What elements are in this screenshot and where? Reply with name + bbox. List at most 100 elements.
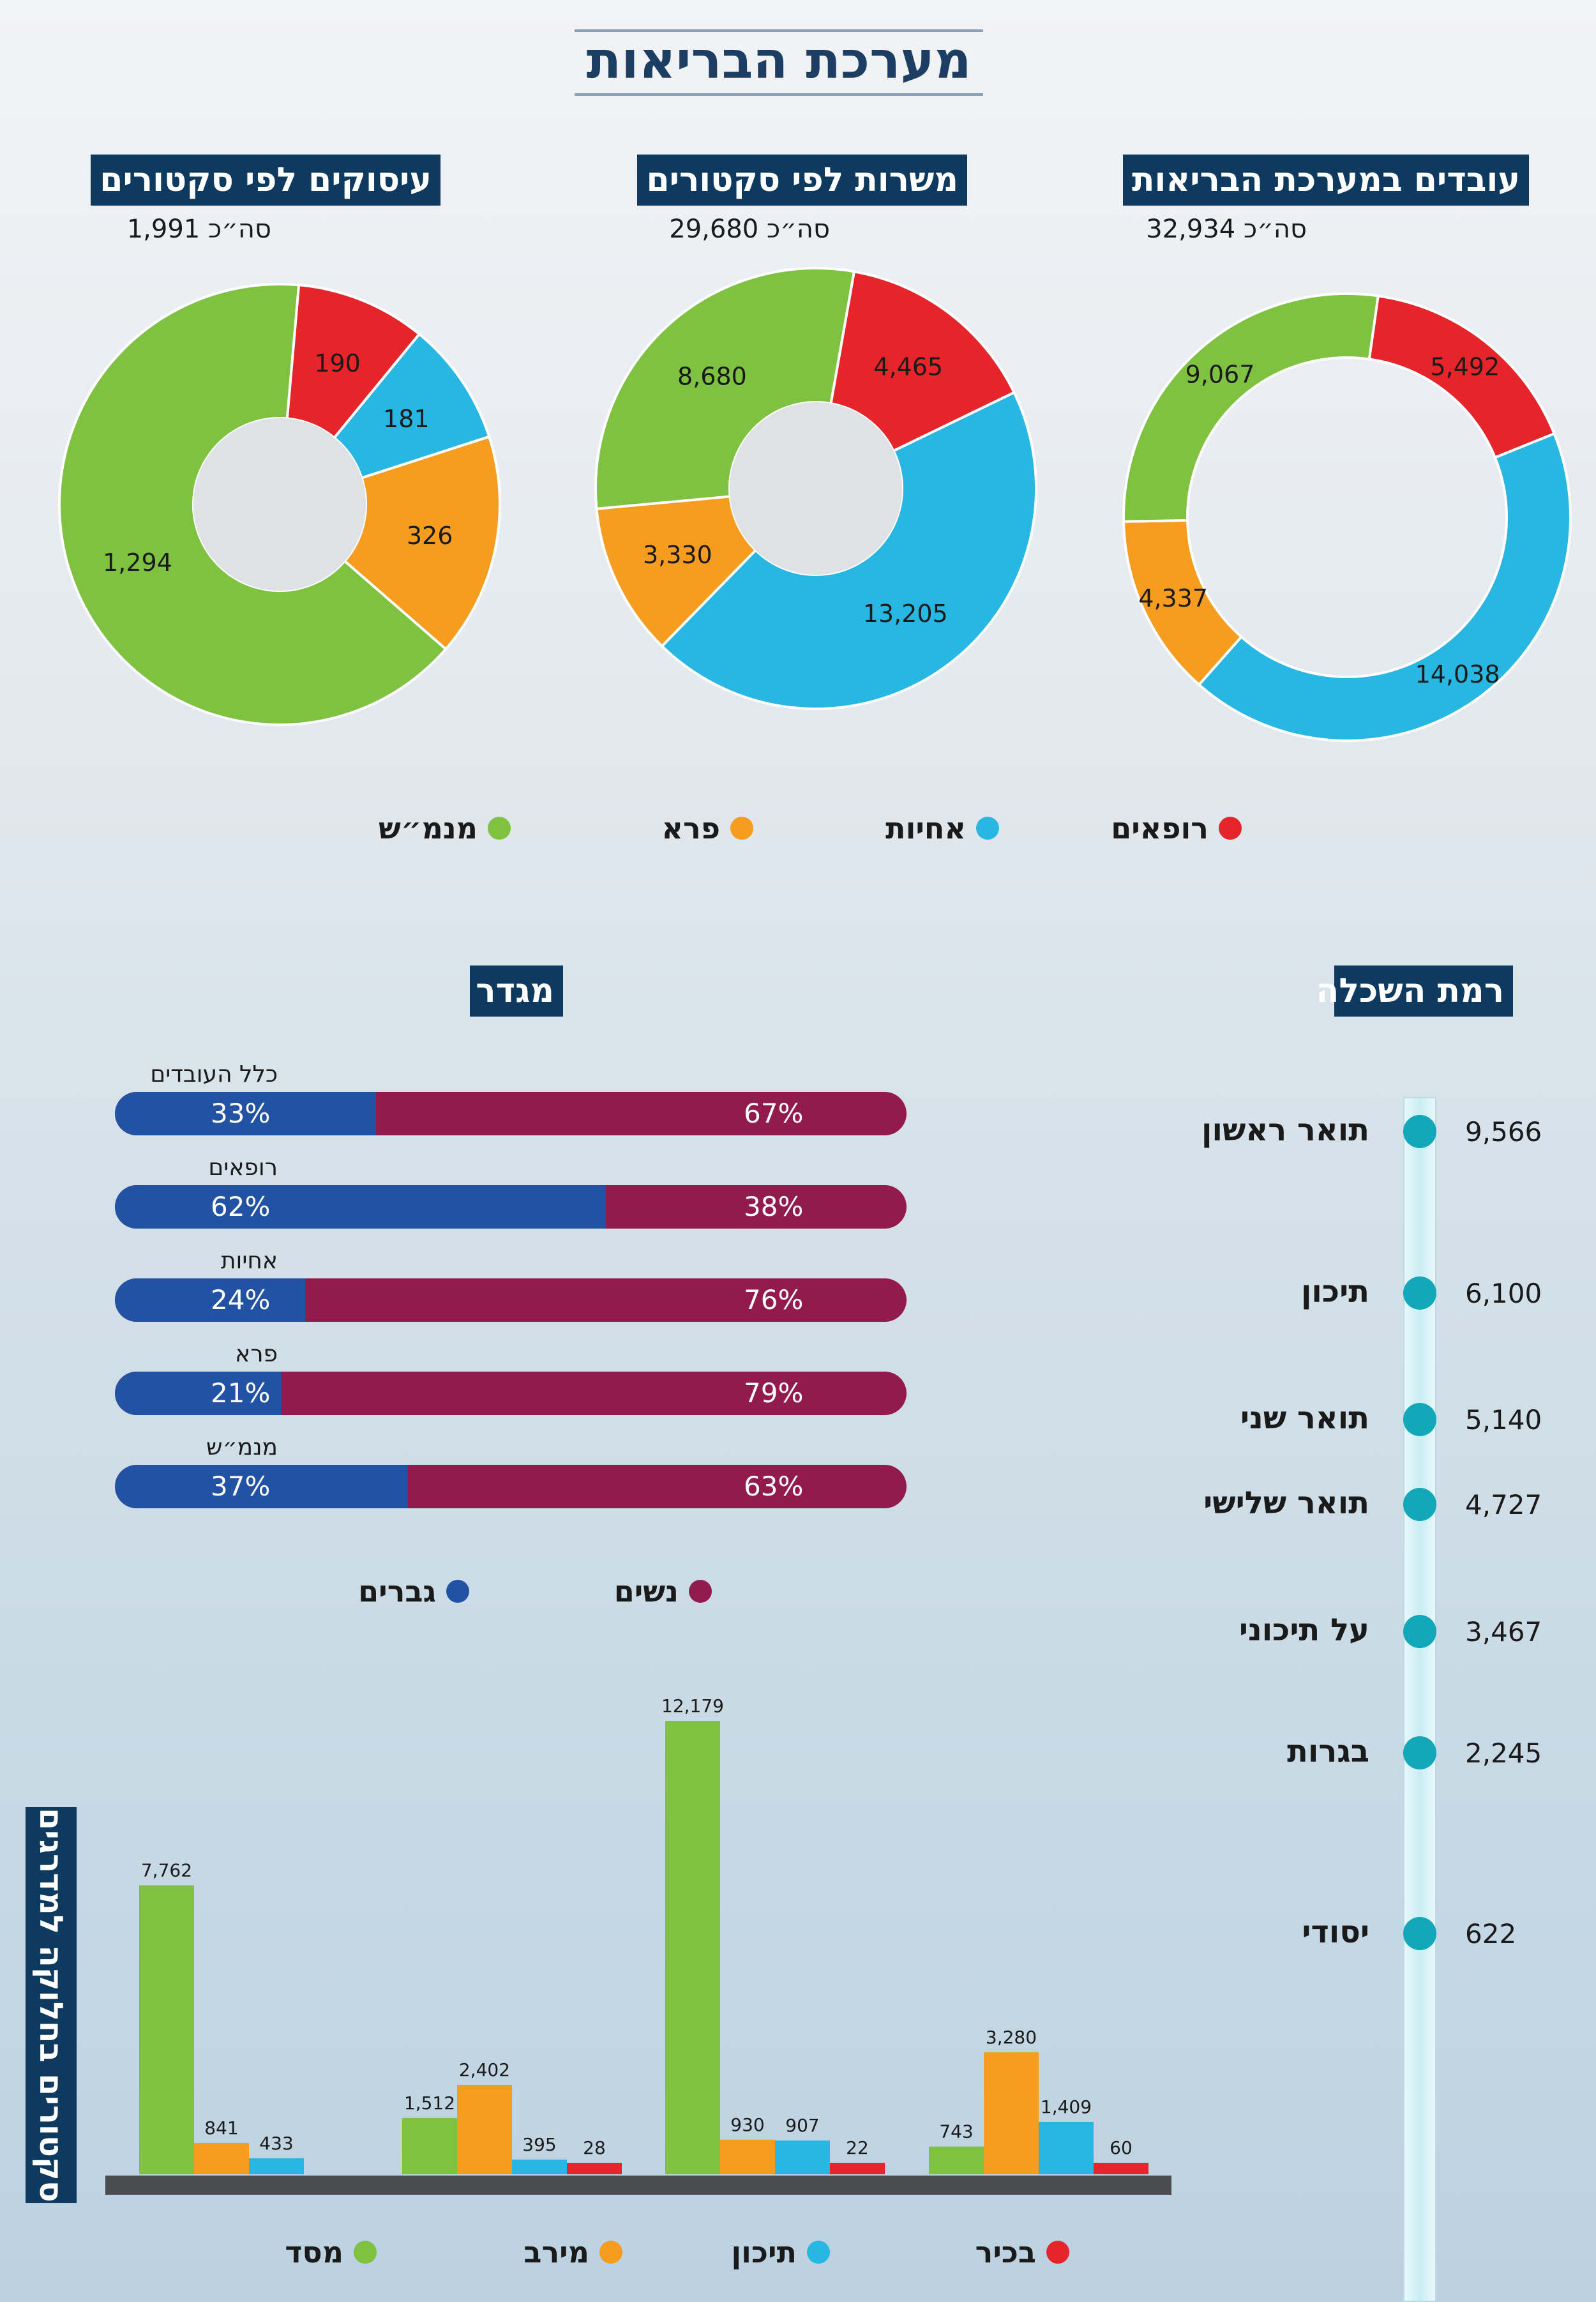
workers-label-3: 9,067	[1186, 361, 1255, 389]
legend-meirav-label: מירב	[523, 2235, 589, 2269]
workers-label-2: 4,337	[1138, 584, 1208, 612]
workers-slice-3	[1122, 292, 1380, 523]
gender-row-label: רופאים	[208, 1155, 278, 1181]
ranks-bar	[457, 2084, 512, 2174]
gender-bar: 24% 76%	[115, 1278, 907, 1322]
men-dot-icon	[446, 1580, 469, 1603]
ranks-bar-label: 1,512	[404, 2093, 455, 2114]
women-dot-icon	[689, 1580, 712, 1603]
ranks-bar	[249, 2158, 304, 2174]
para-dot-icon	[730, 817, 753, 840]
workers-label-0: 5,492	[1430, 353, 1500, 381]
education-level-value: 2,245	[1465, 1738, 1542, 1769]
positions-donut: 4,465 13,205 3,330 8,680	[594, 267, 1037, 710]
meirav-dot-icon	[599, 2241, 622, 2264]
workers-label-1: 14,038	[1415, 660, 1500, 688]
gender-bar: 62% 38%	[115, 1185, 907, 1229]
ranks-bar-label: 2,402	[459, 2059, 510, 2080]
ranks-bar	[984, 2052, 1039, 2174]
education-dot-icon	[1403, 1615, 1436, 1648]
education-dot-icon	[1403, 1403, 1436, 1436]
legend-nurses: אחיות	[885, 811, 999, 845]
ranks-bar	[929, 2146, 984, 2174]
ranks-bar	[139, 1885, 194, 2174]
ranks-bar-label: 930	[730, 2114, 764, 2135]
senior-dot-icon	[1046, 2241, 1069, 2264]
gender-heading: מגדר	[470, 965, 563, 1017]
doctors-dot-icon	[1219, 817, 1242, 840]
ranks-bar	[775, 2140, 830, 2174]
positions-label-1: 13,205	[863, 600, 948, 628]
gender-bar: 33% 67%	[115, 1092, 907, 1135]
gender-row-label: אחיות	[220, 1248, 278, 1274]
ranks-bar-label: 3,280	[986, 2027, 1037, 2048]
legend-admin-label: מנמ״ש	[379, 811, 478, 845]
ranks-bar	[720, 2139, 775, 2174]
gender-bar-men	[115, 1185, 606, 1229]
gender-bar: 21% 79%	[115, 1372, 907, 1415]
education-level-label: יסודי	[1302, 1914, 1369, 1950]
gender-bar-men	[115, 1278, 305, 1322]
ranks-axis-base	[105, 2176, 1171, 2195]
gender-men-pct: 24%	[211, 1284, 271, 1315]
workers-total: סה״כ 32,934	[1146, 215, 1307, 244]
gender-women-pct: 67%	[744, 1098, 804, 1129]
employees-hole	[193, 418, 366, 591]
legend-men-label: גברים	[358, 1574, 436, 1609]
workers-heading: עובדים במערכת הבריאות	[1122, 155, 1529, 206]
education-level-label: תואר ראשון	[1201, 1112, 1369, 1148]
employees-label-1: 181	[383, 405, 430, 433]
ranks-bar-label: 907	[785, 2115, 819, 2136]
gender-bar-men	[115, 1092, 377, 1135]
gender-bar-men	[115, 1372, 282, 1415]
gender-women-pct: 38%	[744, 1191, 804, 1222]
legend-admin: מנמ״ש	[379, 811, 511, 845]
education-dot-icon	[1403, 1115, 1436, 1148]
education-level-value: 4,727	[1465, 1489, 1542, 1520]
ranks-bar-label: 60	[1110, 2137, 1133, 2158]
page-title-text: מערכת הבריאות	[586, 31, 972, 90]
legend-women-label: נשים	[614, 1574, 679, 1609]
nurses-dot-icon	[976, 817, 999, 840]
ranks-bar	[402, 2117, 457, 2174]
ranks-bar-label: 7,762	[141, 1859, 192, 1881]
legend-men: גברים	[358, 1574, 469, 1609]
ranks-bar-label: 28	[583, 2137, 606, 2158]
base-dot-icon	[354, 2241, 377, 2264]
legend-para: פרא	[662, 811, 753, 845]
ranks-bar	[512, 2159, 567, 2174]
employees-label-0: 190	[314, 349, 361, 377]
gender-women-pct: 63%	[744, 1471, 804, 1502]
donut-charts: 5,492 14,038 4,337 9,067 4,465 13,205 3,330 8,6…	[58, 267, 1572, 742]
employees-total: סה״כ 1,991	[126, 215, 271, 244]
ranks-bar-label: 1,409	[1041, 2096, 1092, 2117]
education-level-value: 3,467	[1465, 1616, 1542, 1647]
gender-bar: 37% 63%	[115, 1465, 907, 1508]
ranks-bar	[567, 2163, 622, 2174]
employees-heading: עיסוקים לפי סקטורים	[91, 155, 440, 206]
employees-label-3: 1,294	[103, 549, 172, 577]
positions-label-0: 4,465	[873, 353, 943, 381]
positions-hole	[730, 402, 902, 575]
positions-label-3: 8,680	[677, 362, 747, 390]
education-heading: רמת השכלה	[1316, 965, 1513, 1017]
legend-middle: תיכון	[731, 2235, 830, 2269]
education-level-label: תואר שני	[1240, 1400, 1369, 1436]
workers-donut: 5,492 14,038 4,337 9,067	[1122, 292, 1572, 742]
education-level-label: בגרות	[1287, 1734, 1369, 1769]
ranks-bar-label: 395	[522, 2134, 556, 2155]
legend-para-label: פרא	[661, 811, 720, 845]
ranks-heading: סקטורים בחלוקה למדרגים	[26, 1807, 77, 2203]
legend-women: נשים	[614, 1574, 712, 1609]
legend-base-label: מסד	[285, 2235, 343, 2269]
ranks-bar-label: 12,179	[661, 1695, 724, 1716]
ranks-bar-label: 743	[939, 2121, 973, 2142]
positions-label-2: 3,330	[643, 541, 712, 569]
gender-men-pct: 21%	[211, 1377, 271, 1409]
gender-row-label: מנמ״ש	[206, 1434, 278, 1460]
legend-senior: בכיר	[975, 2235, 1069, 2269]
positions-total: סה״כ 29,680	[669, 215, 830, 244]
middle-dot-icon	[807, 2241, 830, 2264]
education-level-label: על תיכוני	[1238, 1612, 1369, 1648]
education-level-value: 9,566	[1465, 1116, 1542, 1147]
